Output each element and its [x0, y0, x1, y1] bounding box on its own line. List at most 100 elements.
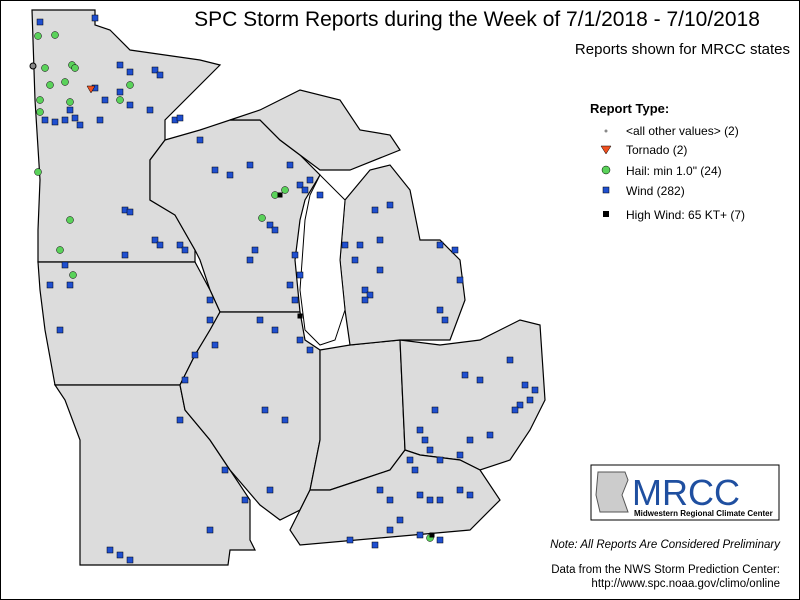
- wind-report: [436, 496, 444, 504]
- hail-report: [61, 78, 69, 86]
- wind-report: [416, 491, 424, 499]
- wind-report: [461, 371, 469, 379]
- hail-report: [36, 96, 44, 104]
- wind-report: [66, 106, 74, 114]
- wind-report: [116, 551, 124, 559]
- legend-symbol: [604, 129, 608, 133]
- wind-report: [286, 161, 294, 169]
- wind-report: [466, 491, 474, 499]
- wind-report: [296, 336, 304, 344]
- legend-title: Report Type:: [590, 101, 669, 116]
- wind-report: [226, 171, 234, 179]
- wind-report: [126, 556, 134, 564]
- wind-report: [206, 296, 214, 304]
- title: SPC Storm Reports during the Week of 7/1…: [194, 8, 760, 31]
- wind-report: [306, 346, 314, 354]
- wind-report: [251, 246, 259, 254]
- legend-symbol: [602, 186, 610, 194]
- wind-report: [151, 66, 159, 74]
- wind-report: [301, 186, 309, 194]
- wind-report: [396, 516, 404, 524]
- wind-report: [416, 426, 424, 434]
- wind-report: [376, 266, 384, 274]
- wind-report: [436, 456, 444, 464]
- wind-report: [371, 541, 379, 549]
- wind-report: [211, 341, 219, 349]
- wind-report: [361, 296, 369, 304]
- other-report: [29, 62, 37, 70]
- hail-report: [71, 64, 79, 72]
- states: [31, 9, 546, 566]
- wind-report: [456, 486, 464, 494]
- logo: MRCC Midwestern Regional Climate Center: [590, 464, 780, 521]
- hail-report: [66, 98, 74, 106]
- wind-report: [376, 236, 384, 244]
- wind-report: [511, 406, 519, 414]
- high-wind-report: [297, 313, 303, 319]
- wind-report: [266, 221, 274, 229]
- wind-report: [376, 486, 384, 494]
- wind-report: [411, 466, 419, 474]
- wind-report: [46, 281, 54, 289]
- hail-report: [281, 186, 289, 194]
- legend-symbol: [601, 165, 611, 175]
- wind-report: [456, 451, 464, 459]
- wind-report: [61, 116, 69, 124]
- wind-report: [361, 286, 369, 294]
- wind-report: [56, 326, 64, 334]
- wind-report: [406, 456, 414, 464]
- wind-report: [126, 68, 134, 76]
- wind-report: [306, 176, 314, 184]
- wind-report: [291, 296, 299, 304]
- subtitle: Reports shown for MRCC states: [575, 41, 790, 58]
- high-wind-report: [429, 532, 435, 538]
- source-url: http://www.spc.noaa.gov/climo/online: [591, 578, 780, 590]
- wind-report: [416, 531, 424, 539]
- wind-report: [156, 241, 164, 249]
- wind-report: [436, 241, 444, 249]
- wind-report: [121, 251, 129, 259]
- wind-report: [96, 116, 104, 124]
- wind-report: [271, 326, 279, 334]
- wind-report: [456, 276, 464, 284]
- wind-report: [346, 536, 354, 544]
- wind-report: [386, 496, 394, 504]
- wind-report: [441, 316, 449, 324]
- note: Note: All Reports Are Considered Prelimi…: [550, 539, 781, 551]
- wind-report: [181, 376, 189, 384]
- state-il: [179, 311, 321, 521]
- reports: [29, 14, 539, 564]
- wind-report: [246, 256, 254, 264]
- wind-report: [176, 416, 184, 424]
- wind-report: [106, 546, 114, 554]
- wind-report: [156, 71, 164, 79]
- wind-report: [181, 246, 189, 254]
- legend: Report Type: <all other values> (2) Torn…: [590, 101, 745, 222]
- wind-report: [221, 466, 229, 474]
- wind-report: [351, 256, 359, 264]
- legend-symbol: [603, 211, 609, 217]
- legend-symbol: [600, 145, 612, 155]
- wind-report: [51, 118, 59, 126]
- hail-report: [46, 81, 54, 89]
- wind-report: [61, 261, 69, 269]
- wind-report: [101, 96, 109, 104]
- wind-report: [281, 416, 289, 424]
- wind-report: [296, 271, 304, 279]
- lake-michigan: [299, 174, 346, 346]
- source-line: Data from the NWS Storm Prediction Cente…: [551, 564, 780, 576]
- state-in: [309, 339, 406, 491]
- wind-report: [316, 191, 324, 199]
- wind-report: [466, 436, 474, 444]
- hail-report: [116, 96, 124, 104]
- wind-report: [91, 14, 99, 22]
- wind-report: [66, 281, 74, 289]
- wind-report: [506, 356, 514, 364]
- wind-report: [286, 281, 294, 289]
- legend-label: <all other values> (2): [626, 124, 739, 138]
- wind-report: [296, 181, 304, 189]
- wind-report: [41, 116, 49, 124]
- wind-report: [76, 121, 84, 129]
